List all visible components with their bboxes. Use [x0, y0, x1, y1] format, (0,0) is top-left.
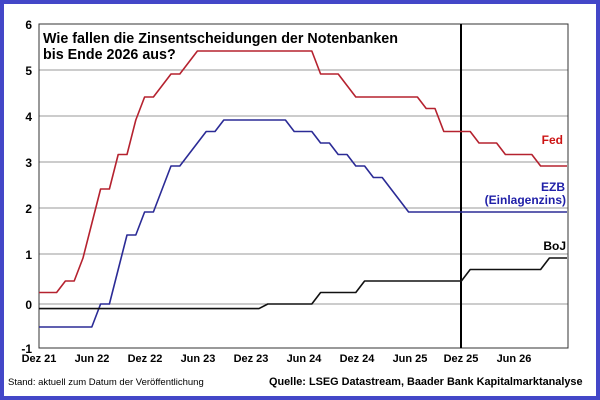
- svg-text:3: 3: [25, 156, 32, 170]
- svg-text:2: 2: [25, 202, 32, 216]
- svg-text:Jun 26: Jun 26: [497, 353, 532, 365]
- svg-text:bis Ende 2026 aus?: bis Ende 2026 aus?: [43, 47, 176, 63]
- svg-text:6: 6: [25, 18, 32, 32]
- svg-text:Fed: Fed: [542, 133, 563, 147]
- svg-text:EZB: EZB: [541, 180, 565, 194]
- svg-text:Quelle: LSEG Datastream, Baade: Quelle: LSEG Datastream, Baader Bank Kap…: [269, 376, 583, 388]
- svg-text:Jun 23: Jun 23: [181, 353, 216, 365]
- svg-text:4: 4: [25, 110, 32, 124]
- svg-text:1: 1: [25, 248, 32, 262]
- svg-text:Dez 25: Dez 25: [444, 353, 479, 365]
- svg-text:5: 5: [25, 64, 32, 78]
- svg-text:Dez 23: Dez 23: [234, 353, 269, 365]
- svg-text:Dez 22: Dez 22: [128, 353, 163, 365]
- svg-text:Jun 22: Jun 22: [75, 353, 110, 365]
- svg-text:Dez 24: Dez 24: [340, 353, 376, 365]
- svg-text:Jun 24: Jun 24: [287, 353, 323, 365]
- svg-text:Dez 21: Dez 21: [22, 353, 57, 365]
- svg-text:Stand: aktuell zum Datum der V: Stand: aktuell zum Datum der Veröffentli…: [8, 377, 204, 388]
- svg-text:Jun 25: Jun 25: [393, 353, 428, 365]
- svg-text:Wie fallen die Zinsentscheidun: Wie fallen die Zinsentscheidungen der No…: [43, 31, 398, 47]
- svg-text:(Einlagenzins): (Einlagenzins): [485, 193, 566, 207]
- svg-text:BoJ: BoJ: [543, 239, 566, 253]
- svg-text:0: 0: [25, 298, 32, 312]
